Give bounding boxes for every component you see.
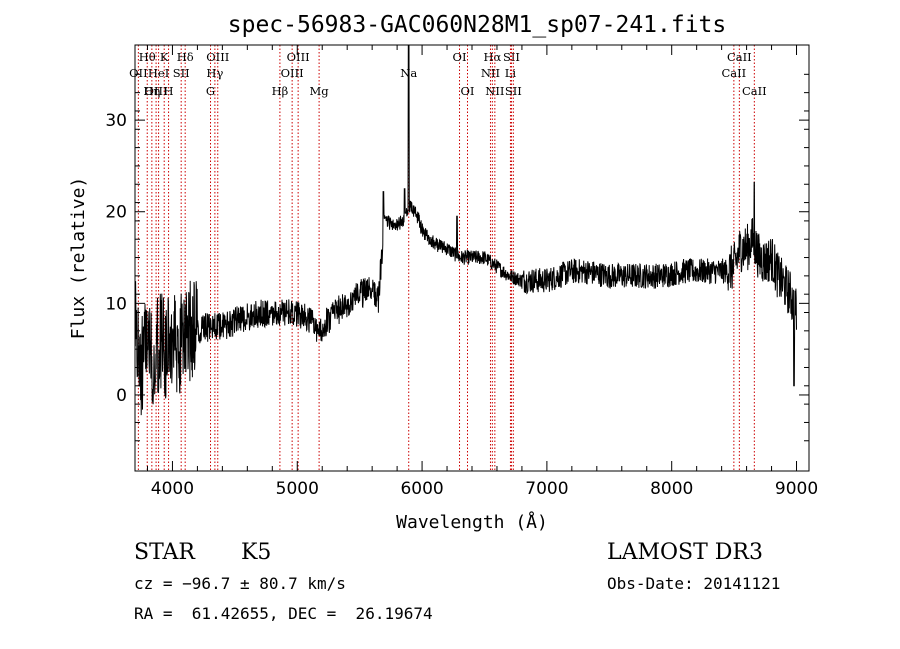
spectral-line-label: OI [461, 84, 475, 98]
observation-date: Obs-Date: 20141121 [607, 574, 781, 593]
coordinates: RA = 61.42655, DEC = 26.19674 [134, 604, 433, 623]
spectral-line-label: NII [481, 66, 500, 80]
spectrum-flux-line [134, 44, 797, 416]
y-tick-label: 0 [116, 386, 127, 406]
axis-ticks: 4000 5000 6000 7000 8000 9000 0 10 20 30 [105, 45, 818, 499]
object-class: STAR [134, 540, 195, 565]
spectrum-series [134, 44, 797, 416]
object-subclass: K5 [241, 540, 272, 565]
survey-name: LAMOST DR3 [607, 540, 763, 565]
y-axis-label: Flux (relative) [68, 177, 89, 340]
spectral-line-label: SII [173, 66, 190, 80]
spectral-line-label: SII [503, 50, 520, 64]
spectral-line-label: OIII [206, 50, 229, 64]
spectral-line-label: K [160, 50, 169, 64]
spectral-line-label: CaII [742, 84, 767, 98]
spectral-line-label: CaII [721, 66, 746, 80]
redshift-cz: cz = −96.7 ± 80.7 km/s [134, 574, 346, 593]
spectral-line-label: G [206, 84, 215, 98]
spectral-line-label: OII [129, 66, 148, 80]
spectral-line-label: H [164, 84, 174, 98]
spectral-line-label: OIII [145, 84, 168, 98]
spectral-line-label: Hγ [206, 66, 223, 80]
spectral-line-label: Hδ [177, 50, 194, 64]
y-tick-label: 30 [105, 111, 127, 131]
y-tick-label: 20 [105, 203, 127, 223]
x-tick-label: 4000 [151, 479, 194, 499]
spectral-line-label: OIII [287, 50, 310, 64]
spectral-line-label: HeI [148, 66, 169, 80]
chart-title: spec-56983-GAC060N28M1_sp07-241.fits [228, 12, 727, 38]
x-tick-label: 5000 [276, 479, 319, 499]
x-tick-label: 9000 [775, 479, 818, 499]
spectral-line-label: Mg [310, 84, 330, 98]
spectral-line-label: Hη [143, 84, 160, 98]
x-tick-label: 6000 [400, 479, 443, 499]
spectral-line-label: Hβ [272, 84, 289, 98]
y-tick-label: 10 [105, 294, 127, 314]
spectral-line-label: NII [485, 84, 504, 98]
spectral-line-label: Li [505, 66, 517, 80]
spectral-line-label: Hα [483, 50, 501, 64]
spectral-line-label: Hθ [139, 50, 156, 64]
spectral-line-label: OIII [281, 66, 304, 80]
x-axis-label: Wavelength (Å) [396, 511, 548, 533]
spectral-line-label: CaII [727, 50, 752, 64]
spectral-line-label: SII [505, 84, 522, 98]
spectral-line-markers: OII Hθ OIII K HeI Hη SII H Hδ OIII Hγ G Hβ OIII OIII Mg… [129, 45, 767, 471]
x-tick-label: 7000 [525, 479, 568, 499]
x-tick-label: 8000 [650, 479, 693, 499]
spectral-line-label: OI [453, 50, 467, 64]
